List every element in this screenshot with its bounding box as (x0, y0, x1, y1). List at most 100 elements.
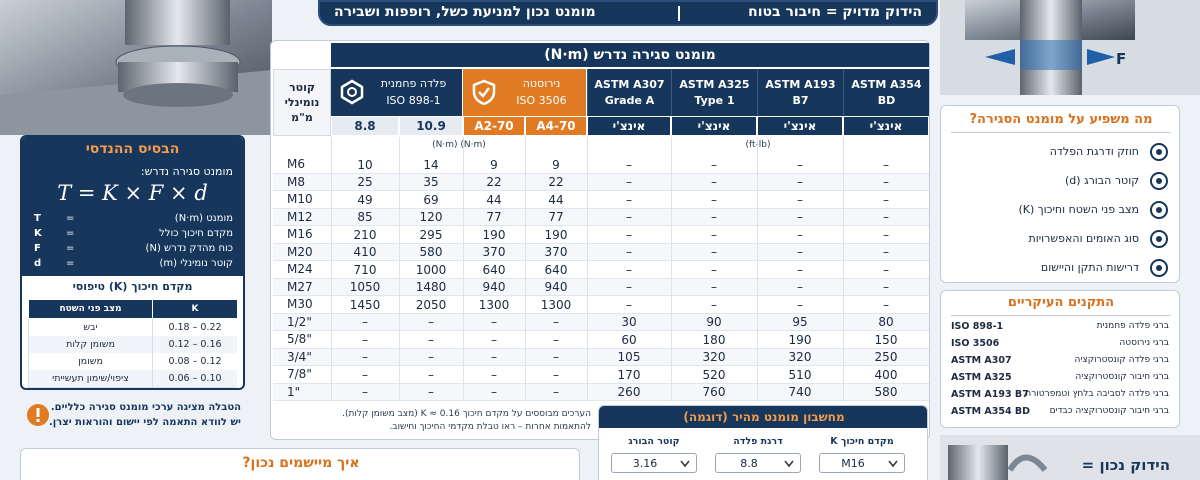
value-cell: 22 (486, 175, 502, 190)
size-cell: 1/2" (287, 314, 312, 329)
k-cell: 0.06 – 0.10 (152, 370, 237, 388)
bolt-photo-bottom (940, 435, 1200, 480)
value-cell: 260 (617, 385, 641, 400)
tagline: הידוק נכון = (1081, 456, 1170, 474)
value-cell: – (711, 175, 717, 190)
bolt-photo-right (940, 0, 1200, 95)
legend-sign: = (66, 258, 75, 269)
value-cell: 250 (874, 350, 898, 365)
value-cell: – (553, 367, 559, 382)
warning-icon (27, 404, 49, 426)
value-cell: 2050 (415, 297, 447, 312)
table-row (273, 156, 929, 174)
table-row (273, 296, 929, 314)
grade-label: אינצ'י (843, 116, 929, 136)
value-cell: 14 (423, 157, 439, 172)
table-row (273, 173, 929, 191)
size-cell: 3/4" (287, 349, 312, 364)
size-header-line: נומינלי (284, 96, 320, 109)
value-cell: – (797, 262, 803, 277)
legend-text: מקדם חיכוך כולל (159, 228, 233, 239)
value-cell: 295 (419, 227, 443, 242)
k-header: K (152, 300, 237, 318)
astm-header-line: Grade A (604, 93, 655, 107)
astm-header-line: ASTM A193 (765, 77, 836, 91)
value-cell: – (883, 227, 889, 242)
standard-code: ASTM A307 (951, 355, 1012, 366)
banner-subtitle: מומנט נכון למניעת כשל, רופפות ושבירה (334, 4, 596, 20)
factor-item: סוג האומים והאפשרויות (1028, 232, 1139, 245)
k-header: מצב פני השטח (28, 300, 152, 318)
grade-label: 8.8 (331, 116, 399, 136)
factors-panel: מה משפיע על מומנט הסגירה? חוזק ודרגת הפלד… (940, 105, 1180, 283)
astm-header-line: ASTM A325 (679, 77, 750, 91)
table-row (273, 366, 929, 384)
factor-item: קוטר הבורג (d) (1065, 174, 1139, 187)
group-header: נירוסטה ISO 3506 (463, 69, 587, 116)
field-select[interactable]: 8.8 (715, 453, 801, 473)
standard-code: ASTM A325 (951, 372, 1012, 383)
k-cell: 0.08 – 0.12 (152, 353, 237, 371)
table-row (273, 191, 929, 209)
value-cell: 9 (490, 157, 498, 172)
size-header-line: קוטר (289, 81, 315, 94)
value-cell: 22 (548, 175, 564, 190)
value-cell: 180 (702, 332, 726, 347)
value-cell: 370 (482, 245, 506, 260)
grade-label: אינצ'י (587, 116, 671, 136)
value-cell: – (491, 367, 497, 382)
standards-rule (951, 315, 1171, 316)
table-row (273, 383, 929, 401)
legend-sign: = (66, 228, 75, 239)
field-select[interactable]: M16 (819, 453, 905, 473)
size-cell: M20 (287, 244, 313, 259)
value-cell: 1480 (415, 280, 447, 295)
value-cell: 710 (353, 262, 377, 277)
grade-label: A2-70 (463, 116, 525, 136)
value-cell: – (553, 315, 559, 330)
group-icon (340, 79, 364, 105)
field-select[interactable]: 3.16 (611, 453, 697, 473)
legend-symbol: K (34, 228, 42, 239)
standard-desc: ברגי פלדה לסביבה בלחץ וטמפרטורה (1025, 389, 1169, 399)
astm-header-line: ASTM A354 (851, 77, 922, 91)
column-divider (671, 137, 672, 401)
group-icon (472, 79, 496, 105)
value-cell: – (711, 262, 717, 277)
value-cell: – (883, 297, 889, 312)
astm-header: ASTM A354 BD (843, 69, 929, 116)
value-cell: 44 (486, 192, 502, 207)
banner: הידוק מדויק = חיבור בטוח מומנט נכון למניע… (318, 0, 938, 26)
value-cell: – (553, 332, 559, 347)
force-label: F (1116, 50, 1127, 68)
banner-separator (678, 6, 680, 21)
value-cell: – (883, 280, 889, 295)
basis-header-area: מומנט סגירה נדרש: T = K × F × d T = מומנט (N… (22, 161, 243, 276)
value-cell: 44 (548, 192, 564, 207)
value-cell: – (797, 245, 803, 260)
column-divider (843, 137, 844, 401)
standards-panel: התקנים העיקריים ISO 898-1 ברגי פלדה פחמנית… (940, 290, 1180, 428)
calculator-title: מחשבון מומנט מהיר (דוגמה) (599, 406, 927, 428)
astm-header-line: BD (877, 93, 896, 107)
astm-header: ASTM A307 Grade A (587, 69, 671, 116)
factor-icon (1150, 230, 1168, 248)
value-cell: 69 (423, 192, 439, 207)
value-cell: 940 (482, 280, 506, 295)
field-label: קוטר הבורג (628, 436, 680, 447)
grade-label: אינצ'י (671, 116, 757, 136)
value-cell: 520 (702, 367, 726, 382)
grade-label: 10.9 (399, 116, 463, 136)
factor-item: מצב פני השטח וחיכוך (K) (1018, 203, 1139, 216)
table-row (273, 313, 929, 331)
value-cell: 1050 (349, 280, 381, 295)
k-cell: יבש (28, 319, 152, 337)
legend-sign: = (66, 243, 75, 254)
value-cell: – (797, 175, 803, 190)
column-divider (587, 137, 588, 401)
standard-code: ASTM A354 BD (951, 406, 1031, 417)
factor-icon (1150, 201, 1168, 219)
value-cell: – (362, 332, 368, 347)
value-cell: – (883, 175, 889, 190)
